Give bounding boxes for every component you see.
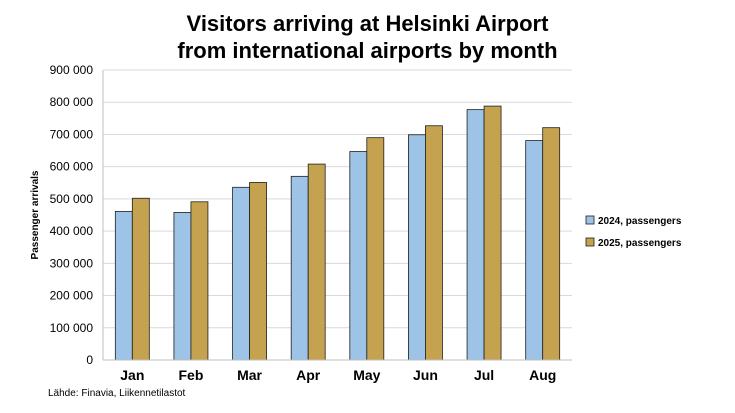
bar-feb-2025 — [190, 201, 209, 361]
y-tick-label: 800 000 — [50, 95, 94, 109]
bar-apr-2025 — [307, 163, 326, 361]
bar-aug-2024 — [525, 140, 544, 361]
y-tick-label: 700 000 — [50, 127, 94, 141]
gridlines — [103, 69, 572, 329]
bar-aug-2025 — [542, 127, 561, 361]
bar-apr-2024 — [290, 175, 309, 361]
legend-label: 2025, passengers — [598, 238, 682, 249]
x-tick-label: Apr — [296, 367, 321, 383]
chart-title-line-2: from international airports by month — [177, 38, 558, 63]
y-axis-ticks: 0 100 000 200 000 300 000 400 000 500 000 600 … — [50, 63, 94, 367]
y-tick-label: 600 000 — [50, 160, 94, 174]
y-tick-label: 0 — [86, 353, 93, 367]
y-tick-label: 300 000 — [50, 256, 94, 270]
axes — [102, 70, 572, 361]
bar-mar-2024 — [232, 186, 250, 361]
y-tick-label: 900 000 — [50, 63, 94, 77]
bars — [114, 105, 561, 361]
bar-jul-2024 — [466, 109, 485, 361]
x-tick-label: May — [353, 367, 380, 383]
bar-may-2025 — [366, 137, 385, 361]
bar-may-2024 — [349, 151, 368, 361]
x-tick-label: Feb — [178, 367, 203, 383]
y-tick-label: 100 000 — [50, 321, 94, 335]
y-axis-label: Passenger arrivals — [30, 170, 41, 259]
x-tick-label: Mar — [237, 367, 262, 383]
y-tick-label: 500 000 — [50, 192, 94, 206]
legend-swatch — [585, 237, 595, 247]
bar-jan-2024 — [114, 211, 133, 361]
legend-swatch — [585, 215, 595, 225]
legend-label: 2024, passengers — [598, 216, 682, 227]
chart-title-line-1: Visitors arriving at Helsinki Airport — [186, 11, 549, 36]
bar-mar-2025 — [249, 182, 267, 361]
x-axis-ticks: Jan Feb Mar Apr May Jun Jul Aug — [120, 367, 556, 383]
x-tick-label: Jul — [474, 367, 494, 383]
x-tick-label: Jan — [120, 367, 144, 383]
x-tick-label: Aug — [529, 367, 556, 383]
bar-jul-2025 — [483, 105, 502, 361]
source-note: Lähde: Finavia, Liikennetilastot — [48, 388, 186, 399]
x-tick-label: Jun — [413, 367, 438, 383]
bar-jun-2025 — [425, 125, 443, 361]
y-tick-label: 200 000 — [50, 289, 94, 303]
y-tick-label: 400 000 — [50, 224, 94, 238]
bar-jun-2024 — [408, 134, 426, 361]
bar-feb-2024 — [173, 212, 192, 361]
legend: 2024, passengers 2025, passengers — [585, 215, 682, 249]
bar-jan-2025 — [131, 197, 150, 361]
